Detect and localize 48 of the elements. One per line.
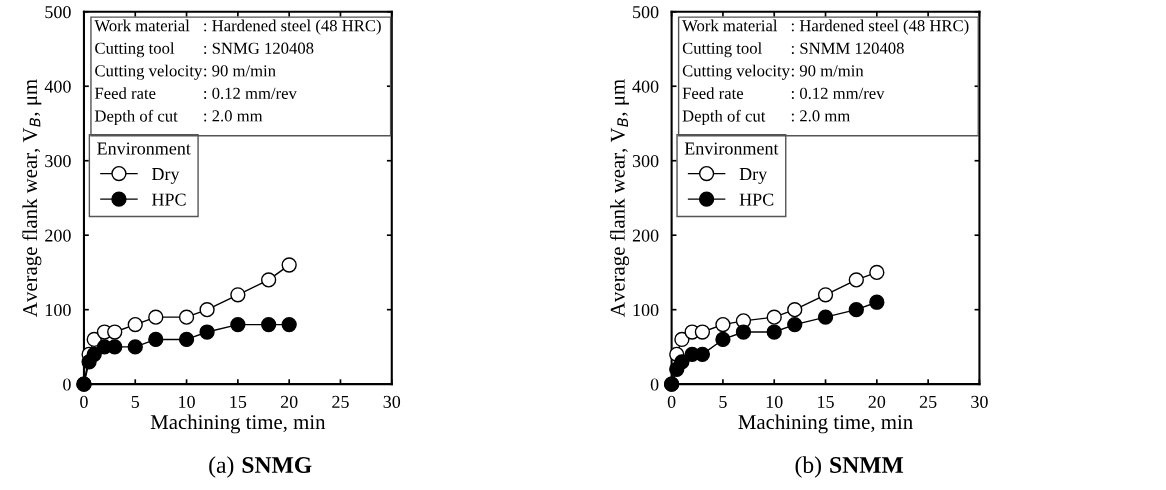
y-tick-label: 300 (632, 154, 659, 168)
y-tick-label: 500 (633, 6, 659, 19)
x-tick-label: 30 (971, 395, 988, 408)
text: (b) SNMM (795, 456, 904, 478)
x-tick-label: 30 (383, 395, 401, 408)
annotation: Work material : Hardened steel (48 HRC) (682, 19, 969, 35)
text: Feed rate : 0.12 mm/rev (682, 87, 885, 100)
legend-label: HPC (151, 193, 186, 206)
text: Cutting tool : SNMM 120408 (682, 42, 904, 58)
x-tick-label: 10 (766, 395, 783, 408)
y-axis-title: Average flank wear, V$_{B}$, μm (609, 79, 630, 317)
x-tick-label: 5 (131, 395, 140, 408)
y-axis-title: Average flank wear, V$_{B}$, μm (22, 79, 42, 317)
x-tick-label: 20 (280, 395, 298, 408)
legend-title: Environment (97, 142, 191, 155)
y-tick-label: 0 (63, 378, 71, 391)
x-tick-label: 10 (179, 395, 195, 408)
x-tick-label: 15 (230, 395, 247, 408)
y-tick-label: 100 (45, 303, 71, 317)
y-tick-label: 400 (44, 80, 71, 93)
x-axis-title: Machining time, min (738, 414, 913, 434)
y-tick-label: 300 (45, 154, 71, 168)
x-tick-label: 25 (919, 395, 937, 408)
x-tick-label: 15 (818, 395, 834, 408)
x-tick-label: 5 (719, 395, 727, 408)
text: Depth of cut : 2.0 mm (682, 109, 851, 126)
x-tick-label: 0 (80, 395, 88, 408)
y-tick-label: 400 (632, 80, 659, 93)
annotation: Work material : Hardened steel (48 HRC) (94, 19, 381, 35)
annotation: Cutting velocity: 90 m/min (682, 64, 864, 80)
y-tick-label: 200 (632, 229, 659, 242)
y-tick-label: 100 (633, 303, 659, 317)
legend-title: Environment (684, 142, 779, 155)
x-tick-label: 0 (667, 395, 676, 408)
text: Feed rate : 0.12 mm/rev (94, 87, 297, 100)
legend-label: HPC (739, 193, 774, 206)
text: Depth of cut : 2.0 mm (94, 109, 263, 126)
legend-label: Dry (739, 168, 768, 184)
x-axis-title: Machining time, min (150, 414, 326, 434)
x-tick-label: 20 (868, 395, 886, 408)
text: Cutting tool : SNMG 120408 (95, 42, 314, 58)
text: (a) SNMG (209, 456, 312, 478)
y-tick-label: 200 (45, 229, 71, 242)
legend-label: Dry (151, 168, 180, 184)
y-tick-label: 0 (650, 378, 659, 391)
x-tick-label: 25 (332, 395, 349, 408)
y-tick-label: 500 (45, 6, 71, 19)
annotation: Cutting velocity: 90 m/min (95, 64, 276, 80)
